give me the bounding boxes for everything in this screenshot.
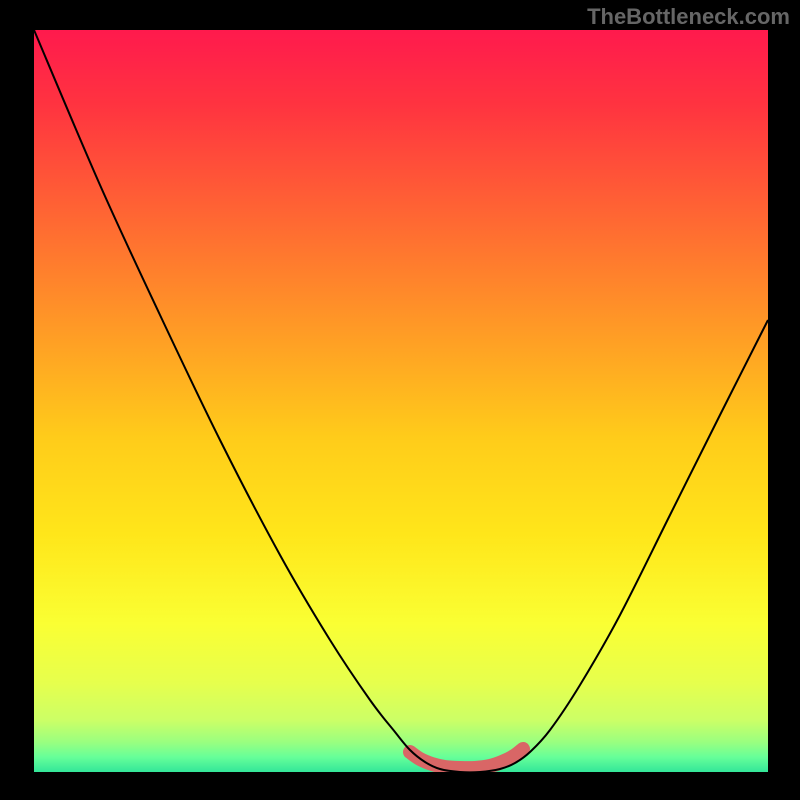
chart-container: TheBottleneck.com: [0, 0, 800, 800]
plot-area: [34, 30, 768, 772]
gradient-background: [34, 30, 768, 772]
watermark-text: TheBottleneck.com: [587, 4, 790, 30]
